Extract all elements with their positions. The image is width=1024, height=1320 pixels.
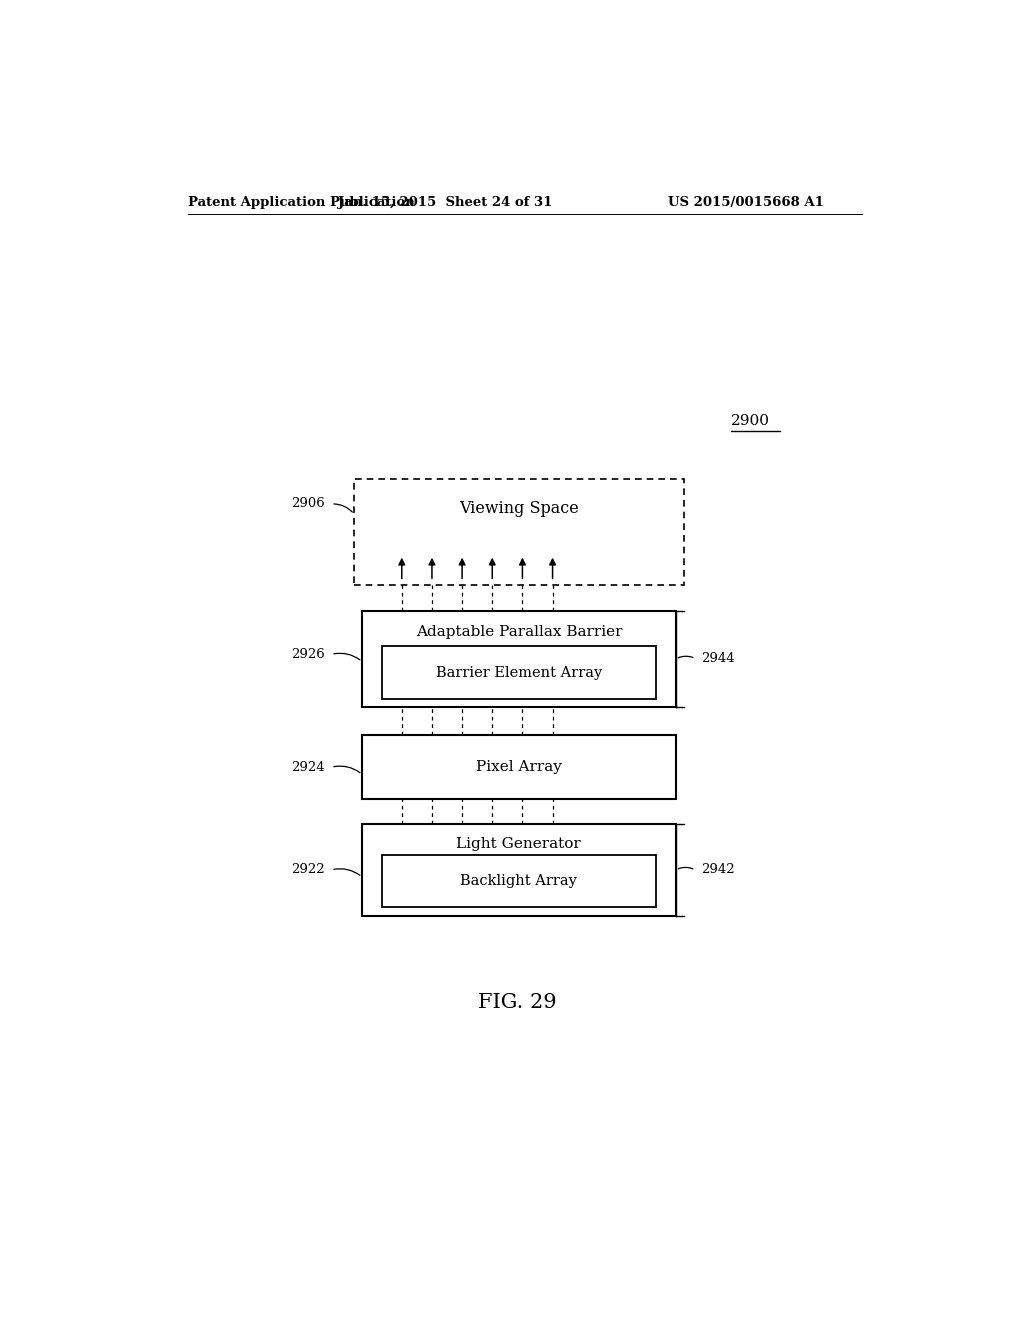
Bar bbox=[382, 647, 655, 700]
Text: Backlight Array: Backlight Array bbox=[461, 874, 578, 888]
Text: 2900: 2900 bbox=[731, 413, 770, 428]
Bar bbox=[362, 824, 676, 916]
Text: Patent Application Publication: Patent Application Publication bbox=[187, 195, 415, 209]
Bar bbox=[362, 611, 676, 708]
Text: 2944: 2944 bbox=[701, 652, 734, 665]
Text: Viewing Space: Viewing Space bbox=[459, 500, 579, 517]
Text: Adaptable Parallax Barrier: Adaptable Parallax Barrier bbox=[416, 624, 623, 639]
Bar bbox=[354, 479, 684, 585]
Text: 2906: 2906 bbox=[291, 498, 325, 511]
Text: 2926: 2926 bbox=[291, 648, 325, 661]
Text: 2924: 2924 bbox=[291, 760, 325, 774]
Text: 2922: 2922 bbox=[291, 863, 325, 876]
Bar bbox=[362, 735, 676, 799]
Text: Light Generator: Light Generator bbox=[457, 837, 582, 851]
Text: 2942: 2942 bbox=[701, 863, 734, 876]
Text: Barrier Element Array: Barrier Element Array bbox=[436, 665, 602, 680]
Text: Pixel Array: Pixel Array bbox=[476, 760, 562, 774]
Bar bbox=[382, 854, 655, 907]
Text: FIG. 29: FIG. 29 bbox=[477, 993, 556, 1011]
Text: Jan. 15, 2015  Sheet 24 of 31: Jan. 15, 2015 Sheet 24 of 31 bbox=[338, 195, 553, 209]
Text: US 2015/0015668 A1: US 2015/0015668 A1 bbox=[668, 195, 823, 209]
